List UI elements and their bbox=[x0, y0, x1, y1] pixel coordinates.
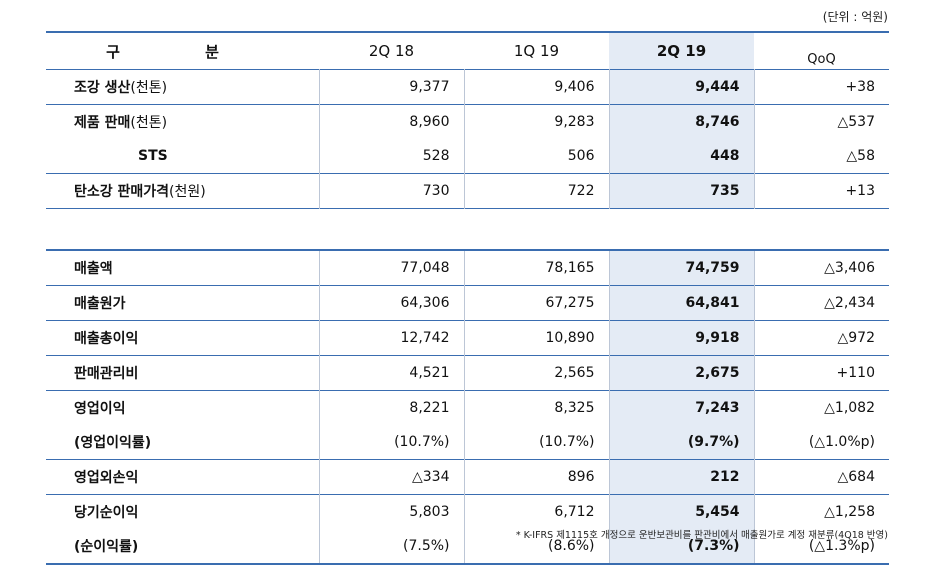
cell-qoq: △537 bbox=[753, 104, 889, 139]
row-label: 당기순이익 bbox=[74, 505, 139, 521]
header-row: 구 분 2Q 18 1Q 19 2Q 19 QoQ bbox=[46, 32, 889, 70]
row-unit: (천원) bbox=[169, 184, 206, 200]
header-label: 구 분 bbox=[46, 32, 319, 70]
unit-note: (단위 : 억원) bbox=[822, 10, 888, 24]
cell-2q19: 2,675 bbox=[608, 355, 754, 391]
row-label: 영업외손익 bbox=[74, 470, 139, 486]
cell-2q18: 64,306 bbox=[318, 285, 464, 321]
cell-qoq: +13 bbox=[753, 173, 889, 209]
section-gap bbox=[46, 209, 889, 250]
cell-1q19: 10,890 bbox=[463, 320, 609, 356]
cell-1q19: (10.7%) bbox=[463, 425, 609, 460]
cell-1q19: 6,712 bbox=[463, 494, 609, 529]
cell-1q19: 78,165 bbox=[463, 250, 609, 286]
table-row: 탄소강 판매가격(천원) 730 722 735 +13 bbox=[46, 173, 889, 209]
header-col-1q19: 1Q 19 bbox=[464, 32, 609, 70]
row-label: 조강 생산 bbox=[74, 80, 131, 96]
table-row: 제품 판매(천톤) 8,960 9,283 8,746 △537 bbox=[46, 104, 889, 139]
cell-qoq: +38 bbox=[753, 69, 889, 105]
table-row: 매출액 77,048 78,165 74,759 △3,406 bbox=[46, 250, 889, 286]
cell-1q19: 9,283 bbox=[463, 104, 609, 139]
cell-2q18: (10.7%) bbox=[318, 425, 464, 460]
row-unit: (천톤) bbox=[130, 80, 168, 96]
cell-qoq: △972 bbox=[753, 320, 889, 356]
cell-2q19: 64,841 bbox=[608, 285, 754, 321]
cell-qoq: △1,082 bbox=[753, 390, 889, 425]
cell-qoq: +110 bbox=[753, 355, 889, 391]
header-col-qoq: QoQ bbox=[754, 32, 889, 70]
row-label: 판매관리비 bbox=[74, 366, 139, 382]
cell-qoq: △2,434 bbox=[753, 285, 889, 321]
cell-1q19: 8,325 bbox=[463, 390, 609, 425]
cell-2q19: 9,918 bbox=[608, 320, 754, 356]
cell-2q19: (9.7%) bbox=[608, 425, 754, 460]
table-row: STS 528 506 448 △58 bbox=[46, 139, 889, 174]
cell-1q19: 2,565 bbox=[463, 355, 609, 391]
table-row: 영업외손익 △334 896 212 △684 bbox=[46, 459, 889, 495]
cell-1q19: 506 bbox=[463, 139, 609, 174]
table-row: 매출총이익 12,742 10,890 9,918 △972 bbox=[46, 320, 889, 356]
footnote: * K-IFRS 제1115호 개정으로 운반보관비를 판관비에서 매출원가로 … bbox=[515, 530, 888, 541]
cell-1q19: 896 bbox=[463, 459, 609, 495]
cell-1q19: 722 bbox=[463, 173, 609, 209]
row-unit: (천톤) bbox=[130, 115, 168, 131]
cell-2q18: 8,960 bbox=[318, 104, 464, 139]
row-label: STS bbox=[138, 148, 168, 164]
row-label: 매출원가 bbox=[74, 296, 126, 312]
row-label: 영업이익 bbox=[74, 401, 126, 417]
cell-2q18: 9,377 bbox=[318, 69, 464, 105]
cell-2q18: 12,742 bbox=[318, 320, 464, 356]
cell-2q18: 528 bbox=[318, 139, 464, 174]
cell-2q19: 735 bbox=[608, 173, 754, 209]
cell-qoq: △3,406 bbox=[753, 250, 889, 286]
header-col-2q19: 2Q 19 bbox=[609, 32, 754, 70]
cell-2q18: 8,221 bbox=[318, 390, 464, 425]
cell-qoq: (△1.0%p) bbox=[753, 425, 889, 460]
financial-summary-table: 구 분 2Q 18 1Q 19 2Q 19 QoQ 조강 생산(천톤) 9,37… bbox=[46, 31, 889, 565]
table-row: 영업이익 8,221 8,325 7,243 △1,082 bbox=[46, 390, 889, 425]
cell-2q18: 5,803 bbox=[318, 494, 464, 529]
cell-2q19: 74,759 bbox=[608, 250, 754, 286]
cell-qoq: △1,258 bbox=[753, 494, 889, 529]
cell-2q18: △334 bbox=[318, 459, 464, 495]
table-row: 매출원가 64,306 67,275 64,841 △2,434 bbox=[46, 285, 889, 321]
cell-2q19: 8,746 bbox=[608, 104, 754, 139]
cell-2q18: 4,521 bbox=[318, 355, 464, 391]
header-col-2q18: 2Q 18 bbox=[319, 32, 464, 70]
row-label: 매출총이익 bbox=[74, 331, 139, 347]
cell-2q19: 7,243 bbox=[608, 390, 754, 425]
row-label: 제품 판매 bbox=[74, 115, 131, 131]
cell-2q19: 9,444 bbox=[608, 69, 754, 105]
cell-2q18: 77,048 bbox=[318, 250, 464, 286]
table-row: 조강 생산(천톤) 9,377 9,406 9,444 +38 bbox=[46, 69, 889, 105]
table-row: (영업이익률) (10.7%) (10.7%) (9.7%) (△1.0%p) bbox=[46, 425, 889, 460]
cell-2q18: 730 bbox=[318, 173, 464, 209]
cell-qoq: △684 bbox=[753, 459, 889, 495]
row-label: (영업이익률) bbox=[74, 435, 152, 451]
cell-2q19: 448 bbox=[608, 139, 754, 174]
row-label: 매출액 bbox=[74, 261, 113, 277]
cell-1q19: 67,275 bbox=[463, 285, 609, 321]
cell-1q19: 9,406 bbox=[463, 69, 609, 105]
table-row: 판매관리비 4,521 2,565 2,675 +110 bbox=[46, 355, 889, 391]
cell-qoq: △58 bbox=[753, 139, 889, 174]
table-row: 당기순이익 5,803 6,712 5,454 △1,258 bbox=[46, 494, 889, 529]
row-label: 탄소강 판매가격 bbox=[74, 184, 170, 200]
cell-2q19: 5,454 bbox=[608, 494, 754, 529]
cell-2q19: 212 bbox=[608, 459, 754, 495]
